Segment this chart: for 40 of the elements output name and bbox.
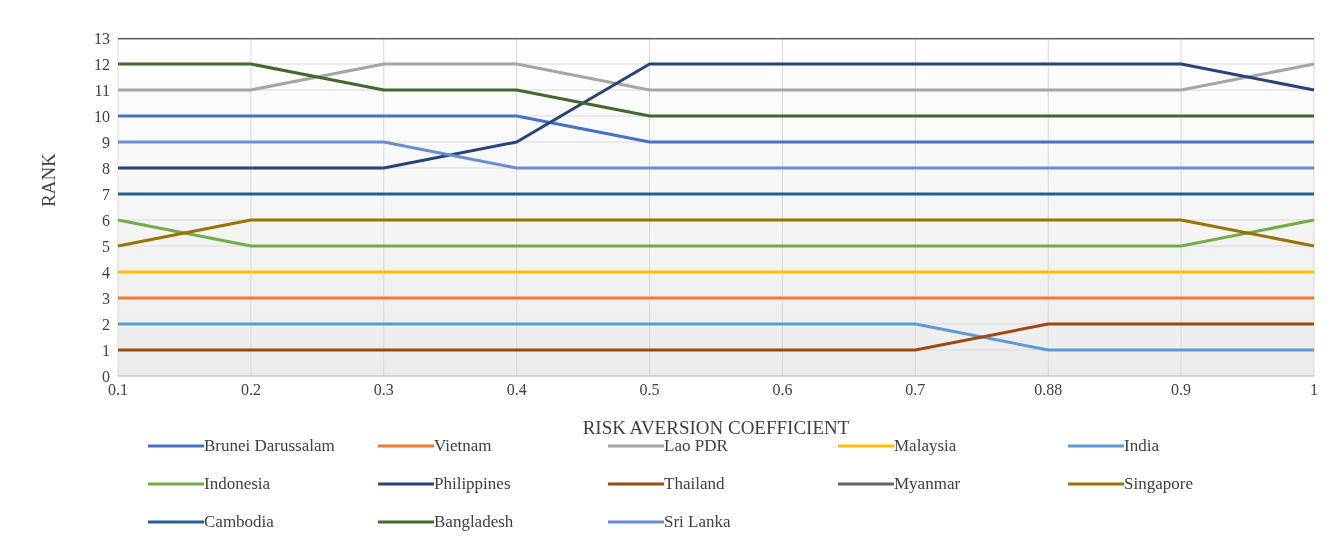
y-tick-label: 5	[102, 237, 110, 255]
y-tick-label: 12	[94, 55, 110, 73]
legend-label: Vietnam	[434, 436, 492, 456]
x-tick-label: 0.7	[905, 381, 926, 399]
legend-label: Myanmar	[894, 474, 961, 494]
legend-label: Malaysia	[894, 436, 957, 456]
x-tick-label: 0.1	[108, 381, 128, 399]
x-tick-label: 1	[1310, 381, 1318, 399]
y-tick-label: 6	[102, 211, 110, 229]
x-tick-label: 0.3	[373, 381, 394, 399]
y-tick-label: 10	[94, 107, 110, 125]
y-tick-label: 2	[102, 315, 110, 333]
x-tick-label: 0.4	[506, 381, 527, 399]
line-series	[116, 62, 1316, 170]
y-tick-label: 7	[102, 185, 110, 203]
y-tick-label: 8	[102, 159, 110, 177]
legend-label: Philippines	[434, 474, 511, 494]
x-tick-label: 0.88	[1034, 381, 1063, 399]
y-tick-label: 0	[102, 367, 110, 385]
legend-label: India	[1124, 436, 1159, 456]
x-tick-label: 0.9	[1171, 381, 1192, 399]
y-tick-label: 1	[102, 341, 110, 359]
x-tick-label: 0.5	[639, 381, 660, 399]
legend-label: Cambodia	[204, 512, 274, 532]
legend-label: Brunei Darussalam	[204, 436, 335, 456]
x-axis-title: RISK AVERSION COEFFICIENT	[582, 417, 850, 438]
y-tick-label: 9	[102, 133, 110, 151]
legend-label: Singapore	[1124, 474, 1193, 494]
legend-label: Indonesia	[204, 474, 271, 494]
legend-label: Sri Lanka	[664, 512, 731, 532]
y-tick-label: 3	[102, 289, 110, 307]
y-tick-label: 11	[94, 81, 110, 99]
x-tick-label: 0.6	[772, 381, 793, 399]
legend-label: Bangladesh	[434, 512, 514, 532]
y-tick-label: 13	[94, 29, 110, 47]
x-tick-label: 0.2	[240, 381, 261, 399]
legend-label: Lao PDR	[664, 436, 728, 456]
y-axis-title: RANK	[37, 152, 59, 207]
legend-label: Thailand	[664, 474, 725, 494]
y-tick-label: 4	[102, 263, 110, 281]
